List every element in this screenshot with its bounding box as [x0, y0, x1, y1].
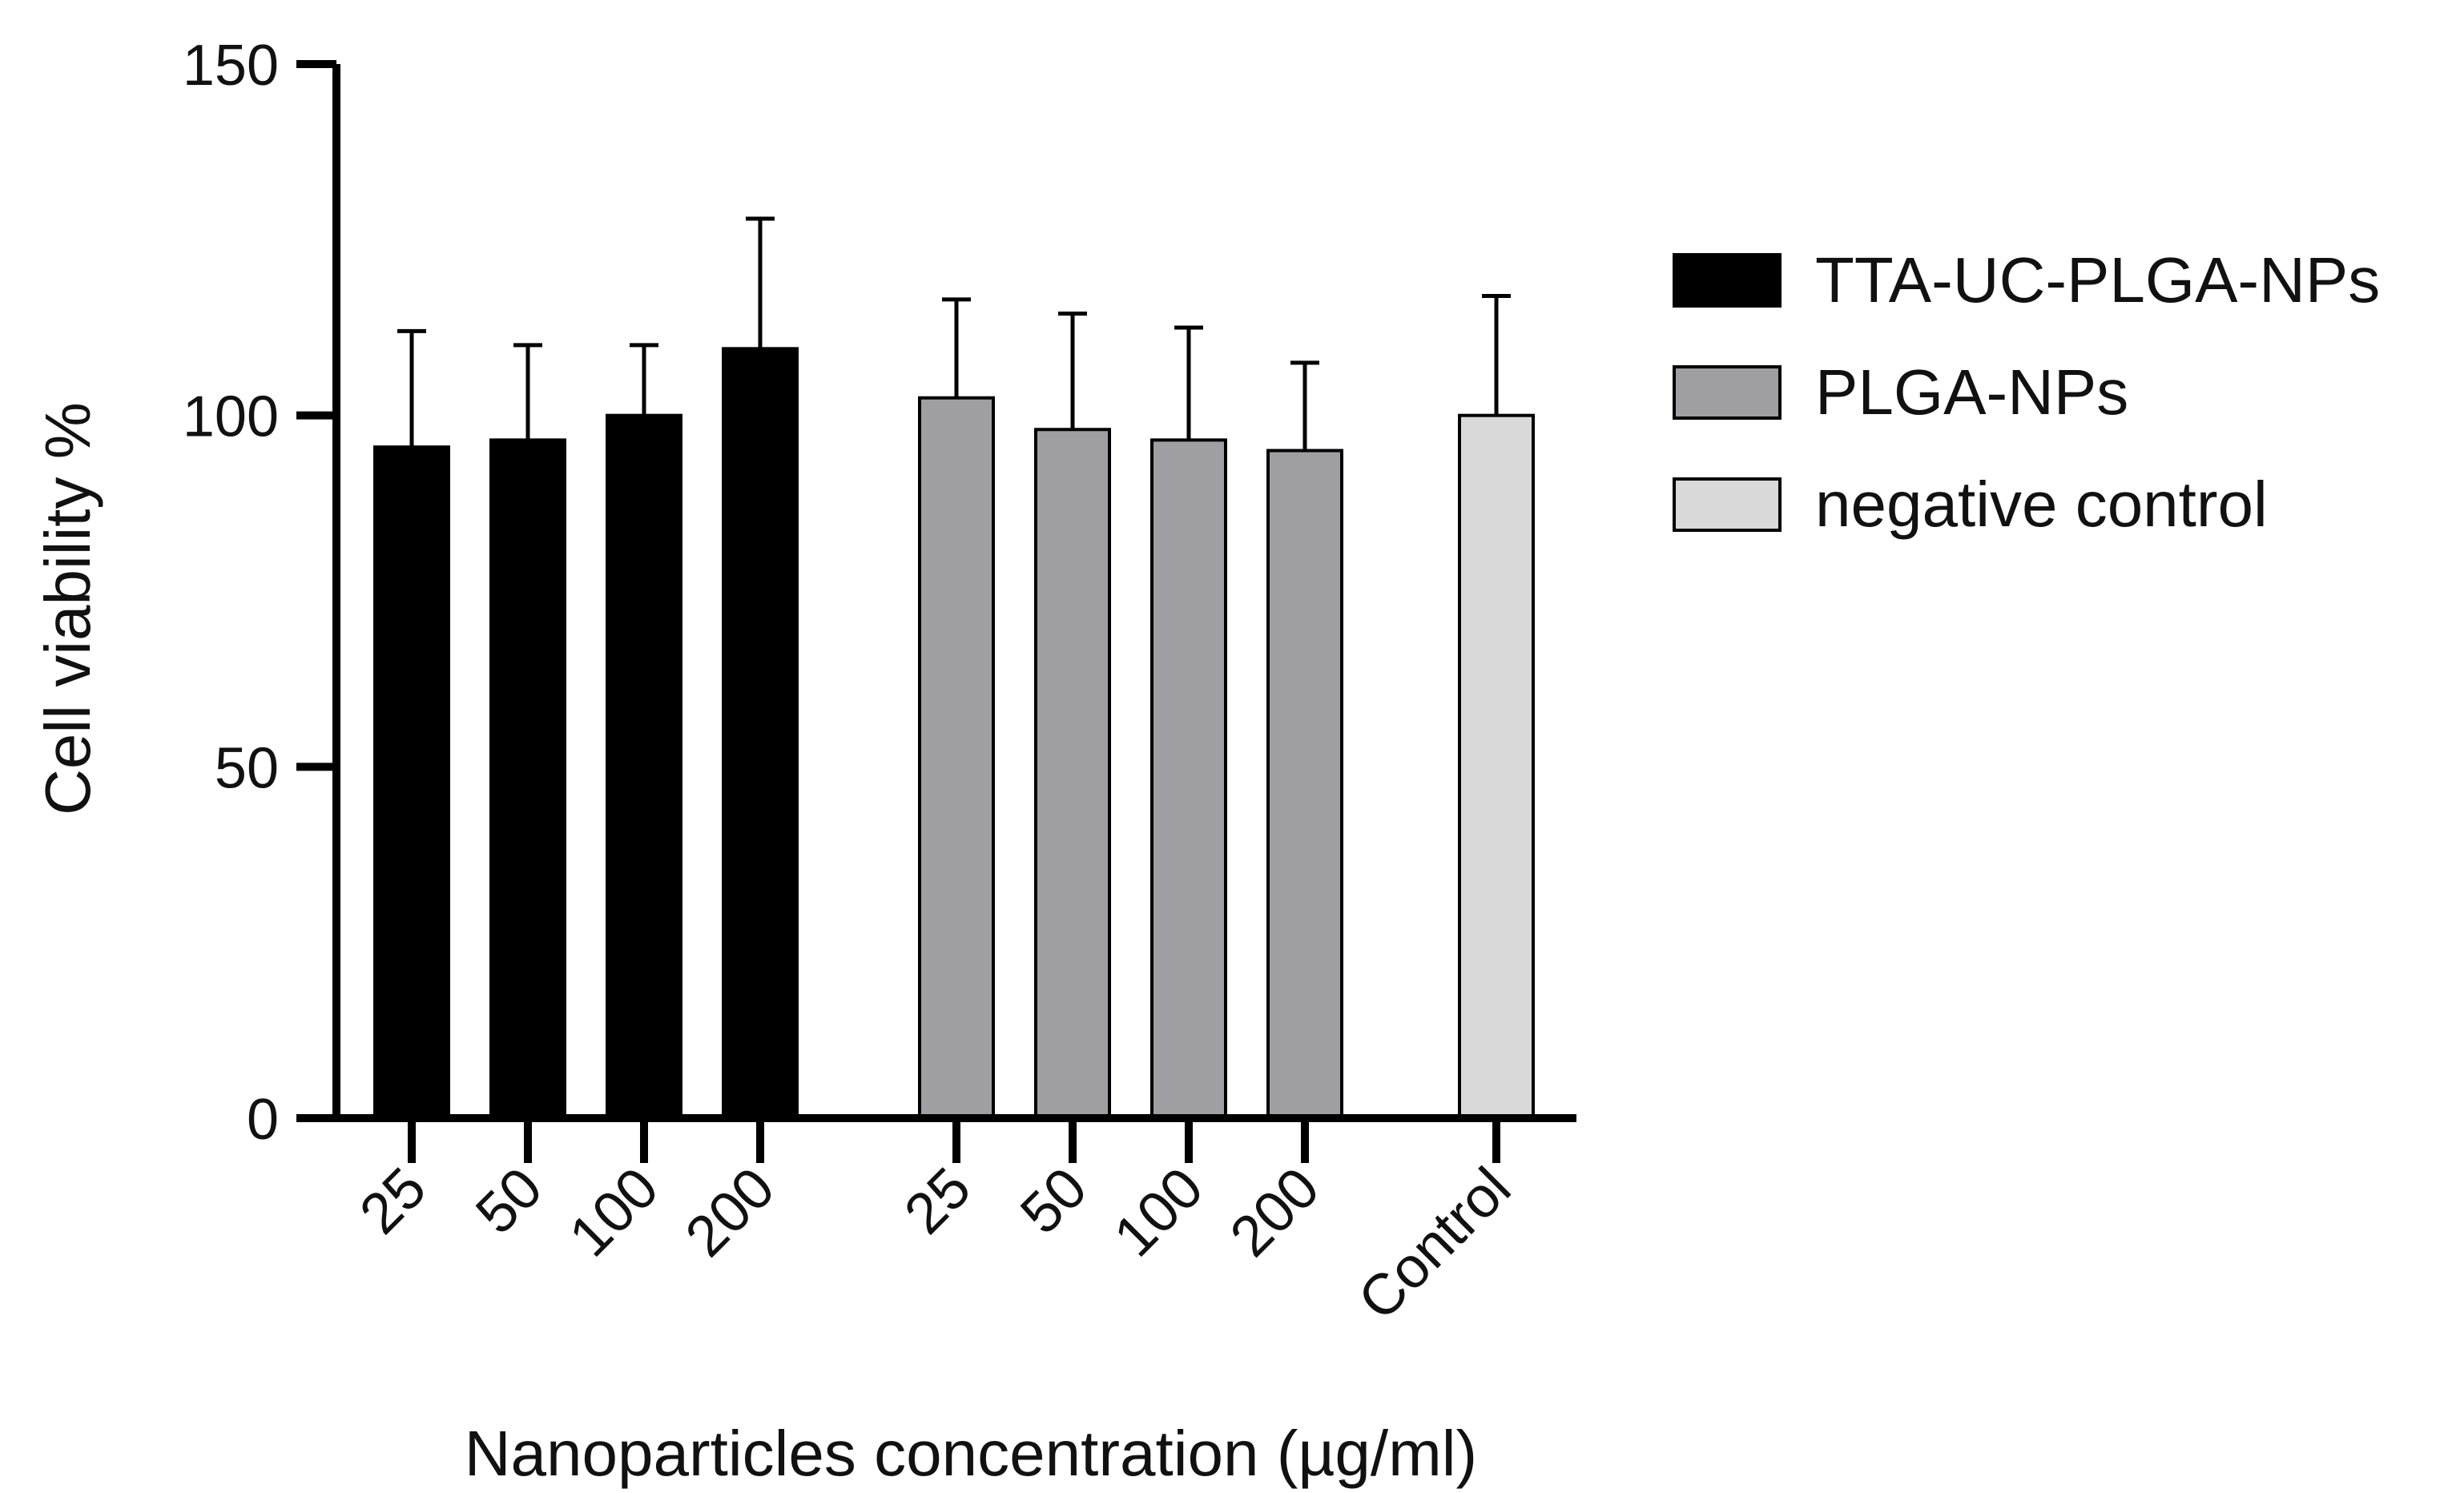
bar — [918, 396, 995, 1120]
legend-swatch — [1673, 253, 1782, 308]
x-tick-label: 25 — [892, 1156, 983, 1246]
y-tick-label: 0 — [247, 1088, 279, 1152]
x-tick-label: 50 — [1009, 1156, 1099, 1246]
x-tick-label: 200 — [674, 1156, 787, 1270]
legend-label: PLGA-NPs — [1815, 356, 2128, 428]
bar — [722, 347, 799, 1120]
legend-swatch — [1673, 365, 1782, 420]
x-axis-title: Nanoparticles concentration (µg/ml) — [465, 1418, 1477, 1489]
axes — [296, 64, 1576, 1122]
y-tick-label: 50 — [215, 736, 279, 800]
y-tick-label: 100 — [183, 385, 279, 449]
x-tick-label: 100 — [558, 1156, 671, 1270]
x-tick-label: 200 — [1218, 1156, 1332, 1270]
bar — [1150, 438, 1227, 1120]
x-tick-label: 50 — [464, 1156, 554, 1246]
x-tick-label: 25 — [348, 1156, 438, 1246]
legend-label: TTA-UC-PLGA-NPs — [1815, 244, 2380, 316]
bar — [1034, 428, 1111, 1120]
bar — [373, 445, 450, 1120]
x-tick-label: 100 — [1102, 1156, 1216, 1270]
legend-swatch — [1673, 477, 1782, 532]
x-tick-label: Control — [1347, 1156, 1524, 1333]
bar — [1266, 449, 1343, 1120]
plot-area — [373, 216, 1535, 1120]
legend-label: negative control — [1815, 469, 2268, 540]
bar — [489, 438, 566, 1120]
bar — [1458, 413, 1535, 1120]
legend: TTA-UC-PLGA-NPs PLGA-NPs negative control — [1673, 244, 2380, 540]
y-tick-label: 150 — [183, 34, 279, 98]
y-axis-title: Cell viability % — [32, 402, 103, 815]
bar — [606, 413, 682, 1120]
